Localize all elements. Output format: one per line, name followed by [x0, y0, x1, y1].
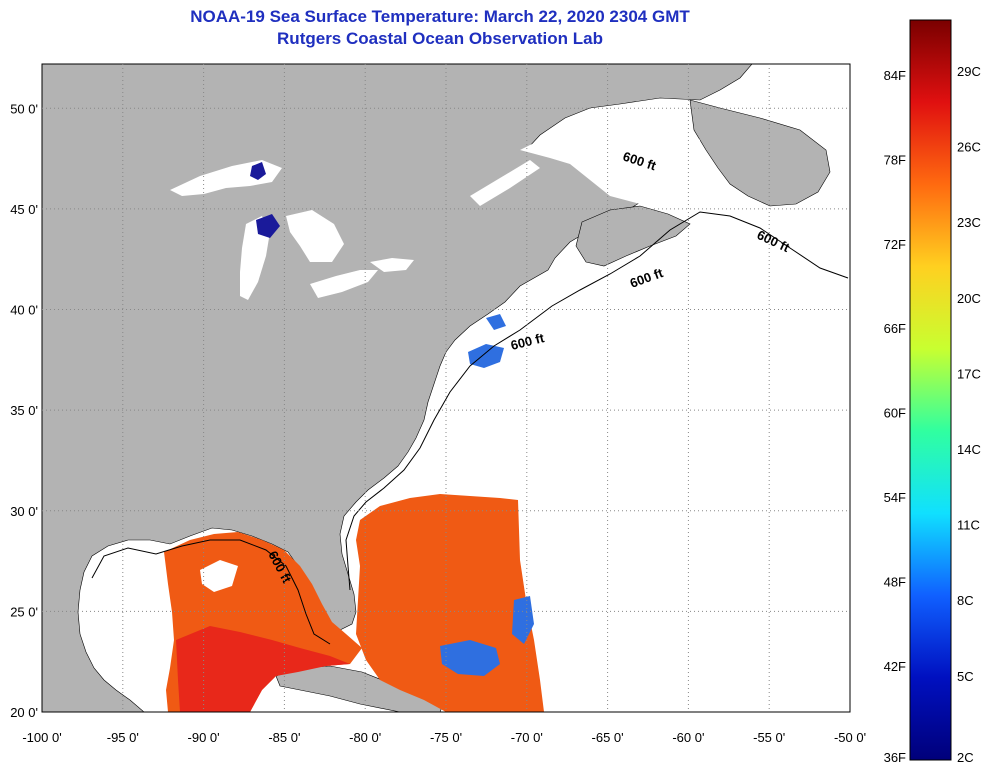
latitude-label: 40 0'	[10, 303, 38, 318]
gulf-of-st-lawrence	[520, 116, 700, 210]
map-title: NOAA-19 Sea Surface Temperature: March 2…	[190, 7, 690, 26]
colorbar-celsius-label: 23C	[957, 215, 981, 230]
colorbar-fahrenheit-label: 84F	[884, 68, 906, 83]
lake-michigan	[240, 216, 270, 300]
colorbar-fahrenheit-label: 78F	[884, 152, 906, 167]
longitude-label: -95 0'	[107, 730, 139, 745]
isobath-600ft-line	[345, 211, 849, 591]
gulf-cloud-gap	[200, 560, 238, 592]
st-lawrence-river	[470, 160, 540, 206]
latitude-label: 25 0'	[10, 604, 38, 619]
lat-lon-grid	[42, 64, 850, 712]
longitude-label: -60 0'	[672, 730, 704, 745]
colorbar-fahrenheit-labels: 84F 78F 72F 66F 60F 54F 48F 42F 36F	[884, 68, 906, 765]
lake-ice-michigan	[256, 214, 280, 238]
latitude-label: 50 0'	[10, 101, 38, 116]
latitude-label: 20 0'	[10, 705, 38, 720]
colorbar-fahrenheit-label: 54F	[884, 490, 906, 505]
lake-ontario	[370, 258, 414, 272]
longitude-label: -75 0'	[430, 730, 462, 745]
colorbar-celsius-label: 5C	[957, 669, 974, 684]
bahamas-cool-patch	[440, 640, 500, 676]
shelf-cool-patch-b	[486, 314, 506, 330]
atlantic-sst-cool-patch	[512, 596, 534, 644]
colorbar-celsius-label: 17C	[957, 366, 981, 381]
isobath-600ft-gulf-line	[91, 539, 331, 645]
colorbar-celsius-label: 29C	[957, 64, 981, 79]
longitude-label: -100 0'	[22, 730, 61, 745]
colorbar-fahrenheit-label: 60F	[884, 406, 906, 421]
longitude-label: -70 0'	[511, 730, 543, 745]
colorbar-fahrenheit-label: 66F	[884, 321, 906, 336]
latitude-label: 30 0'	[10, 504, 38, 519]
lake-erie	[310, 270, 378, 298]
lake-huron	[286, 210, 344, 262]
latitude-labels: 50 0' 45 0' 40 0' 35 0' 30 0' 25 0' 20 0'	[10, 101, 38, 720]
newfoundland-landmass	[689, 99, 831, 207]
colorbar-celsius-label: 11C	[957, 518, 980, 533]
colorbar-celsius-label: 2C	[957, 750, 974, 765]
latitude-label: 35 0'	[10, 403, 38, 418]
nova-scotia-landmass	[575, 205, 691, 267]
longitude-label: -50 0'	[834, 730, 866, 745]
colorbar-celsius-labels: 29C 26C 23C 20C 17C 14C 11C 8C 5C 2C	[957, 64, 981, 765]
map-subtitle: Rutgers Coastal Ocean Observation Lab	[277, 29, 603, 48]
longitude-label: -85 0'	[268, 730, 300, 745]
longitude-labels: -100 0' -95 0' -90 0' -85 0' -80 0' -75 0' -70…	[22, 730, 866, 745]
colorbar-fahrenheit-label: 42F	[884, 659, 906, 674]
colorbar-fahrenheit-label: 72F	[884, 237, 906, 252]
colorbar-fahrenheit-label: 48F	[884, 574, 906, 589]
colorbar-celsius-label: 8C	[957, 593, 974, 608]
colorbar-celsius-label: 26C	[957, 140, 981, 155]
colorbar-celsius-label: 20C	[957, 291, 981, 306]
gulf-sst-hot	[176, 626, 350, 712]
temperature-colorbar	[909, 19, 952, 761]
shelf-cool-patch-a	[468, 344, 504, 368]
longitude-label: -90 0'	[188, 730, 220, 745]
colorbar-fahrenheit-label: 36F	[884, 750, 906, 765]
longitude-label: -65 0'	[592, 730, 624, 745]
longitude-label: -55 0'	[753, 730, 785, 745]
longitude-label: -80 0'	[349, 730, 381, 745]
latitude-label: 45 0'	[10, 202, 38, 217]
lake-ice-superior	[250, 162, 266, 180]
colorbar-celsius-label: 14C	[957, 442, 981, 457]
